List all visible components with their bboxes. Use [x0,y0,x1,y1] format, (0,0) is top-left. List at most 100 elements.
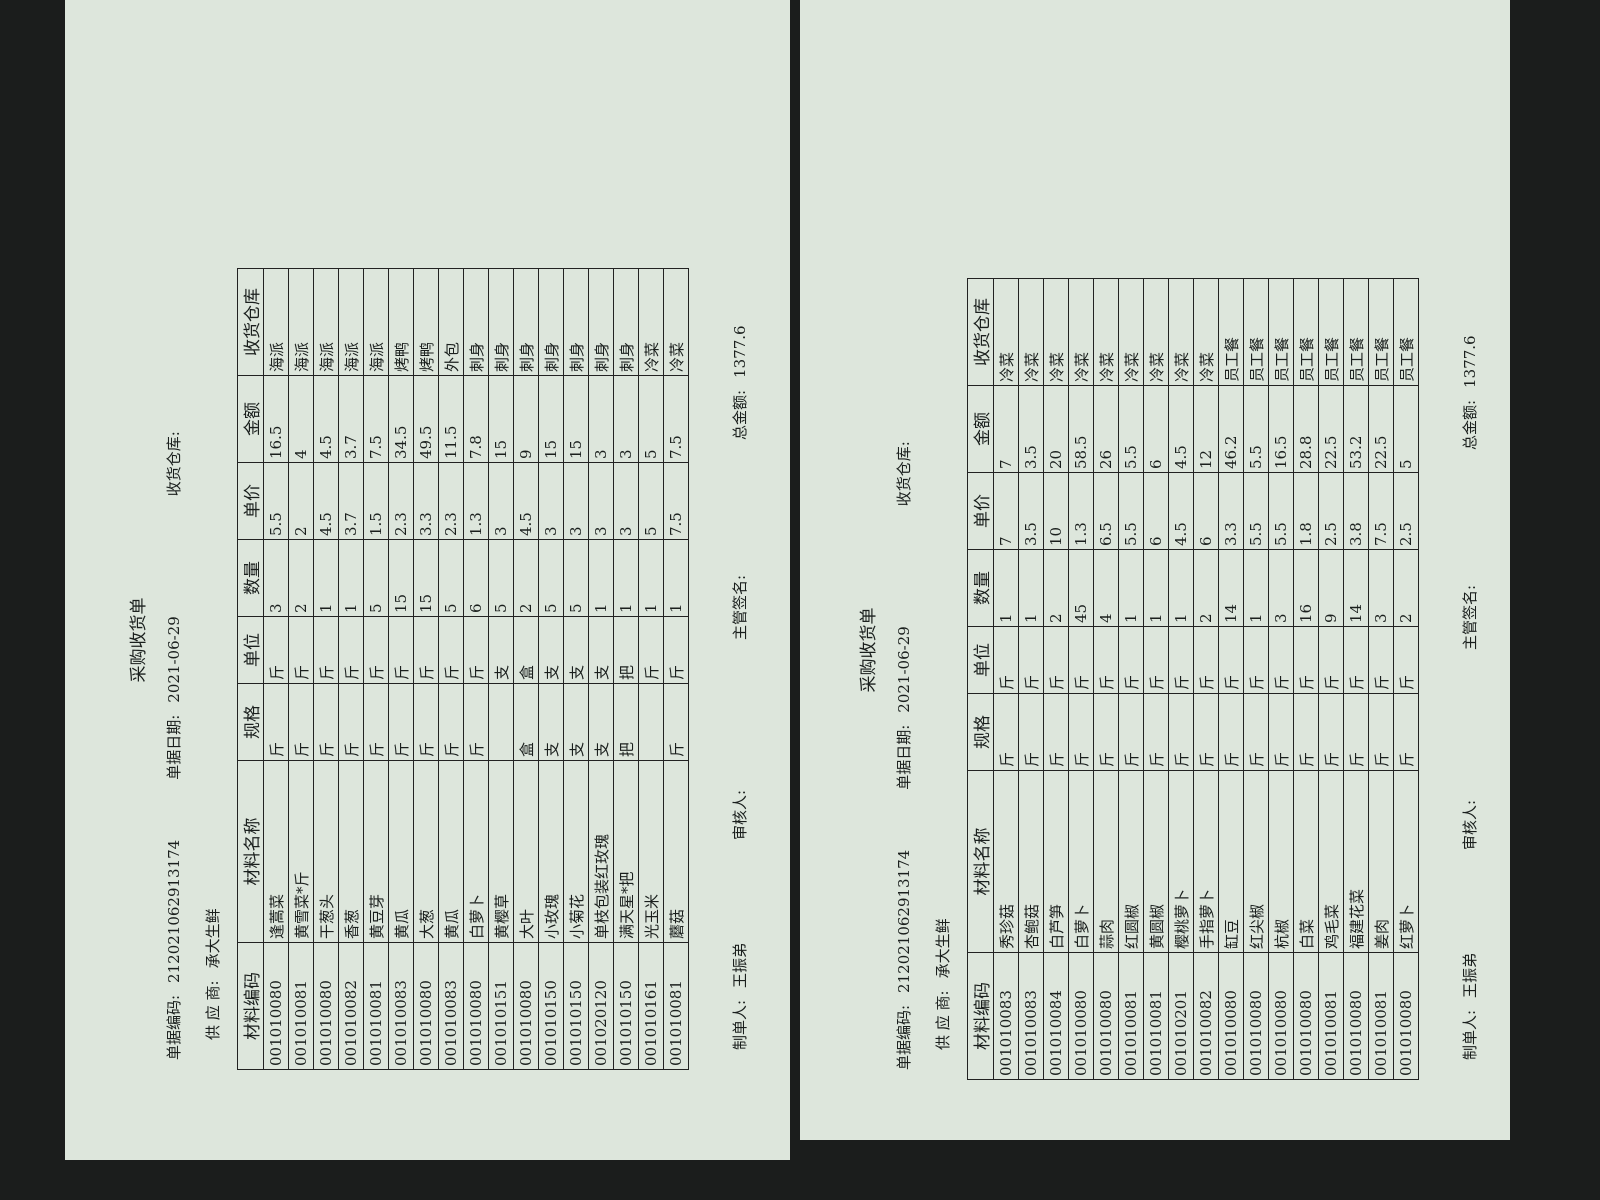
item-row: 001010080 红尖椒斤斤 1 5.5 5.5 员工餐 [1243,278,1269,1080]
doc-date: 单据日期: 2021-06-29 [893,626,914,790]
cell: 7.5 [663,375,689,463]
cell: 斤 [663,683,689,761]
cell: 5.5 [1118,385,1144,473]
item-row: 001010150 小玫瑰支支 5 3 15 刺身 [538,268,564,1070]
cell: 刺身 [613,268,639,376]
cell: 1 [1168,549,1194,627]
cell: 樱桃萝卜 [1168,770,1194,953]
cell: 11.5 [438,375,464,463]
cell: 001010083 [438,942,464,1070]
cell: 001010080 [1243,952,1269,1080]
cell: 秀珍菇 [993,770,1019,953]
cell: 斤 [363,683,389,761]
item-row: 001010080 大叶盒盒 2 4.5 9 刺身 [513,268,539,1070]
cell: 员工餐 [1343,278,1369,386]
item-row: 001010080 干葱头斤斤 1 4.5 4.5 海派 [313,268,339,1070]
cell: 58.5 [1068,385,1094,473]
header-cell: 单价 [967,472,994,550]
cell: 001010082 [338,942,364,1070]
cell: 001010081 [1318,952,1344,1080]
header-cell: 单位 [237,616,264,684]
cell: 斤 [313,683,339,761]
cell: 2.5 [1393,472,1419,550]
label: 供 应 商: [204,980,222,1040]
cell: 34.5 [388,375,414,463]
cell: 5.5 [263,462,289,540]
item-row: 001020120 单枝包装红玫瑰支支 1 3 3 刺身 [588,268,614,1070]
cell: 2 [288,462,314,540]
cell: 白菜 [1293,770,1319,953]
cell: 白芦笋 [1043,770,1069,953]
cell: 3.7 [338,375,364,463]
doc-number: 单据编码: 21202106291317​4 [893,850,914,1070]
cell: 斤 [1068,693,1094,771]
cell: 1 [613,539,639,617]
item-row: 001010081 姜肉斤斤 3 7.5 22.5 员工餐 [1368,278,1394,1080]
cell: 斤 [1343,626,1369,694]
maker: 制单人: 王振弟 [729,840,750,1050]
cell: 4.5 [313,375,339,463]
cell: 把 [613,616,639,684]
cell: 斤 [663,616,689,684]
cell: 1.8 [1293,472,1319,550]
cell: 鸡毛菜 [1318,770,1344,953]
warehouse-label: 收货仓库: [895,441,913,507]
cell: 3 [588,462,614,540]
cell: 1.5 [363,462,389,540]
cell: 001010080 [413,942,439,1070]
cell: 斤 [313,616,339,684]
item-row: 001010081 黄圆椒斤斤 1 6 6 冷菜 [1143,278,1169,1080]
cell: 冷菜 [1118,278,1144,386]
manager-label: 主管签名: [731,574,749,640]
cell: 1 [1243,549,1269,627]
value: 承大生鲜 [934,918,952,979]
cell: 3 [1368,549,1394,627]
cell: 斤 [1068,626,1094,694]
cell: 2 [1193,549,1219,627]
cell: 001010080 [463,942,489,1070]
cell: 001010080 [1393,952,1419,1080]
cell: 斤 [993,626,1019,694]
cell: 斤 [338,616,364,684]
cell: 白萝卜 [463,760,489,943]
label: 总金额: [1461,399,1479,450]
cell: 3 [488,462,514,540]
cell: 斤 [1168,693,1194,771]
cell: 1.3 [1068,472,1094,550]
cell: 5.5 [1118,472,1144,550]
item-table: 材料编码 材料名称 规格 单位 数量 单价 金额 收货仓库 001010080 逢蒿菜斤斤 3 5.5… [237,268,689,1070]
cell: 刺身 [538,268,564,376]
cell: 3 [613,375,639,463]
cell: 黄圆椒 [1143,770,1169,953]
cell: 斤 [363,616,389,684]
cell: 2.3 [388,462,414,540]
cell: 20 [1043,385,1069,473]
item-row: 001010081 黄雪菜*斤斤斤 2 2 4 海派 [288,268,314,1070]
header-cell: 单位 [967,626,994,694]
cell: 2.5 [1318,472,1344,550]
receipt-form: 采购收货单 单据编码: 21202106291317​4 单据日期: 2021-06-2… [840,200,1480,1100]
cell: 5 [538,539,564,617]
cell: 001010081 [288,942,314,1070]
cell: 15 [488,375,514,463]
header-cell: 金额 [237,375,264,463]
cell: 冷菜 [1168,278,1194,386]
item-row: 001010080 杭椒斤斤 3 5.5 16.5 员工餐 [1268,278,1294,1080]
cell: 001010201 [1168,952,1194,1080]
cell: 刺身 [588,268,614,376]
cell: 22.5 [1368,385,1394,473]
cell: 斤 [1018,626,1044,694]
cell: 1 [588,539,614,617]
cell: 烤鸭 [413,268,439,376]
cell: 5.5 [1268,472,1294,550]
cell: 3 [1268,549,1294,627]
cell: 斤 [463,616,489,684]
cell: 15 [563,375,589,463]
cell: 001010080 [1268,952,1294,1080]
item-row: 001010082 手指萝卜斤斤 2 6 12 冷菜 [1193,278,1219,1080]
label: 供 应 商: [934,990,952,1050]
cell: 16 [1293,549,1319,627]
cell: 斤 [1168,626,1194,694]
cell: 3 [613,462,639,540]
cell: 14 [1218,549,1244,627]
